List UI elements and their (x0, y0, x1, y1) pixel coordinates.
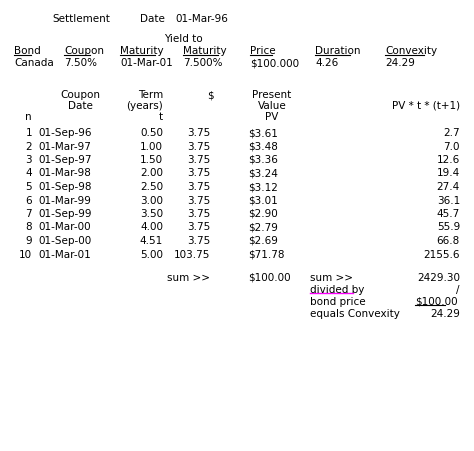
Text: $71.78: $71.78 (248, 249, 284, 259)
Text: 01-Sep-99: 01-Sep-99 (38, 208, 91, 219)
Text: 2: 2 (26, 141, 32, 151)
Text: Bond: Bond (14, 46, 41, 56)
Text: Maturity: Maturity (120, 46, 164, 56)
Text: 8: 8 (26, 222, 32, 232)
Text: /: / (456, 285, 460, 295)
Text: Present: Present (252, 90, 292, 100)
Text: 24.29: 24.29 (430, 308, 460, 318)
Text: 2155.6: 2155.6 (423, 249, 460, 259)
Text: 103.75: 103.75 (173, 249, 210, 259)
Text: divided by: divided by (310, 285, 365, 295)
Text: 2429.30: 2429.30 (417, 272, 460, 282)
Text: 01-Mar-99: 01-Mar-99 (38, 195, 91, 205)
Text: 2.00: 2.00 (140, 168, 163, 178)
Text: 01-Mar-00: 01-Mar-00 (38, 222, 91, 232)
Text: 3.75: 3.75 (187, 182, 210, 192)
Text: 1.00: 1.00 (140, 141, 163, 151)
Text: $100.00: $100.00 (415, 296, 457, 306)
Text: 3.75: 3.75 (187, 222, 210, 232)
Text: 7: 7 (26, 208, 32, 219)
Text: $: $ (207, 90, 213, 100)
Text: $100.000: $100.000 (250, 58, 299, 68)
Text: Duration: Duration (315, 46, 361, 56)
Text: Value: Value (258, 101, 286, 111)
Text: 01-Mar-98: 01-Mar-98 (38, 168, 91, 178)
Text: sum >>: sum >> (310, 272, 353, 282)
Text: (years): (years) (126, 101, 163, 111)
Text: Coupon: Coupon (60, 90, 100, 100)
Text: 19.4: 19.4 (437, 168, 460, 178)
Text: 45.7: 45.7 (437, 208, 460, 219)
Text: $100.00: $100.00 (248, 272, 291, 282)
Text: PV: PV (265, 112, 279, 122)
Text: 12.6: 12.6 (437, 155, 460, 165)
Text: 01-Mar-01: 01-Mar-01 (120, 58, 173, 68)
Text: 2.7: 2.7 (443, 128, 460, 138)
Text: 6: 6 (26, 195, 32, 205)
Text: 01-Mar-96: 01-Mar-96 (175, 14, 228, 24)
Text: 7.0: 7.0 (444, 141, 460, 151)
Text: $2.90: $2.90 (248, 208, 278, 219)
Text: 0.50: 0.50 (140, 128, 163, 138)
Text: equals Convexity: equals Convexity (310, 308, 400, 318)
Text: 4.00: 4.00 (140, 222, 163, 232)
Text: Date: Date (140, 14, 165, 24)
Text: 3.75: 3.75 (187, 128, 210, 138)
Text: 10: 10 (19, 249, 32, 259)
Text: 3.75: 3.75 (187, 208, 210, 219)
Text: Price: Price (250, 46, 275, 56)
Text: $3.12: $3.12 (248, 182, 278, 192)
Text: t: t (159, 112, 163, 122)
Text: 66.8: 66.8 (437, 235, 460, 245)
Text: 5.00: 5.00 (140, 249, 163, 259)
Text: 3.00: 3.00 (140, 195, 163, 205)
Text: 2.50: 2.50 (140, 182, 163, 192)
Text: n: n (26, 112, 32, 122)
Text: 01-Mar-97: 01-Mar-97 (38, 141, 91, 151)
Text: 36.1: 36.1 (437, 195, 460, 205)
Text: 4.51: 4.51 (140, 235, 163, 245)
Text: 3.75: 3.75 (187, 168, 210, 178)
Text: Convexity: Convexity (385, 46, 437, 56)
Text: 01-Sep-00: 01-Sep-00 (38, 235, 91, 245)
Text: PV * t * (t+1): PV * t * (t+1) (392, 101, 460, 111)
Text: 4: 4 (26, 168, 32, 178)
Text: 55.9: 55.9 (437, 222, 460, 232)
Text: 9: 9 (26, 235, 32, 245)
Text: Yield to: Yield to (164, 34, 202, 44)
Text: Canada: Canada (14, 58, 54, 68)
Text: 24.29: 24.29 (385, 58, 415, 68)
Text: 3.75: 3.75 (187, 155, 210, 165)
Text: Term: Term (138, 90, 163, 100)
Text: 3.75: 3.75 (187, 141, 210, 151)
Text: $3.48: $3.48 (248, 141, 278, 151)
Text: $3.61: $3.61 (248, 128, 278, 138)
Text: Date: Date (68, 101, 92, 111)
Text: Maturity: Maturity (183, 46, 227, 56)
Text: 7.500%: 7.500% (183, 58, 222, 68)
Text: 5: 5 (26, 182, 32, 192)
Text: 01-Sep-96: 01-Sep-96 (38, 128, 91, 138)
Text: 1.50: 1.50 (140, 155, 163, 165)
Text: 3: 3 (26, 155, 32, 165)
Text: 3.50: 3.50 (140, 208, 163, 219)
Text: bond price: bond price (310, 296, 365, 306)
Text: 01-Sep-97: 01-Sep-97 (38, 155, 91, 165)
Text: 27.4: 27.4 (437, 182, 460, 192)
Text: $3.24: $3.24 (248, 168, 278, 178)
Text: 3.75: 3.75 (187, 195, 210, 205)
Text: 3.75: 3.75 (187, 235, 210, 245)
Text: $3.01: $3.01 (248, 195, 278, 205)
Text: $2.79: $2.79 (248, 222, 278, 232)
Text: Settlement: Settlement (52, 14, 110, 24)
Text: 7.50%: 7.50% (64, 58, 97, 68)
Text: 1: 1 (26, 128, 32, 138)
Text: sum >>: sum >> (167, 272, 210, 282)
Text: 4.26: 4.26 (315, 58, 338, 68)
Text: 01-Sep-98: 01-Sep-98 (38, 182, 91, 192)
Text: $3.36: $3.36 (248, 155, 278, 165)
Text: 01-Mar-01: 01-Mar-01 (38, 249, 91, 259)
Text: Coupon: Coupon (64, 46, 104, 56)
Text: $2.69: $2.69 (248, 235, 278, 245)
